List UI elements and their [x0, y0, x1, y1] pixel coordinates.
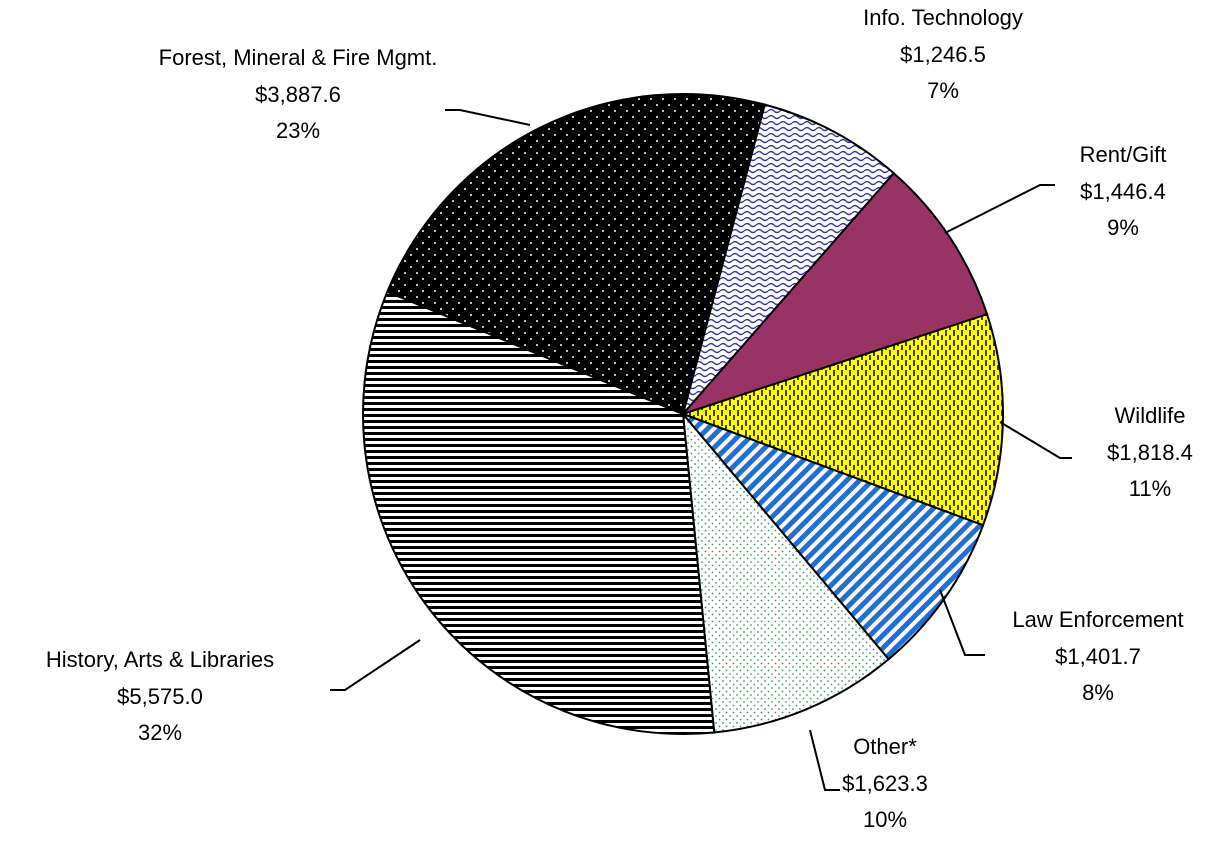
leader-line — [330, 639, 421, 691]
percent-label: 9% — [1107, 215, 1139, 240]
category-label: Forest, Mineral & Fire Mgmt. — [158, 45, 438, 70]
category-label: Rent/Gift — [1079, 142, 1167, 167]
pie-slice — [679, 312, 1004, 527]
slice-label: History, Arts & Libraries $5,575.0 32% — [46, 642, 274, 752]
leader-line — [809, 729, 840, 791]
category-label: Law Enforcement — [1012, 607, 1184, 632]
percent-label: 23% — [275, 118, 321, 143]
pie-slice — [682, 103, 896, 415]
pie-slice — [679, 171, 989, 417]
value-label: $1,446.4 — [1080, 178, 1166, 204]
leader-line — [944, 184, 1055, 234]
value-label: $1,623.3 — [842, 770, 928, 796]
slice-label: Info. Technology $1,246.5 7% — [863, 0, 1023, 110]
pie-slice — [679, 411, 985, 661]
percent-label: 8% — [1082, 680, 1114, 705]
percent-label: 10% — [862, 807, 908, 832]
leader-line — [445, 109, 531, 126]
category-label: History, Arts & Libraries — [45, 647, 275, 672]
value-label: $1,818.4 — [1107, 439, 1193, 465]
value-label: $5,575.0 — [117, 683, 203, 709]
value-label: $3,887.6 — [255, 81, 341, 107]
category-label: Wildlife — [1114, 403, 1186, 428]
percent-label: 11% — [1128, 476, 1172, 501]
value-label: $1,246.5 — [900, 41, 986, 67]
leader-line — [999, 421, 1072, 459]
slice-label: Wildlife $1,818.4 11% — [1107, 398, 1193, 508]
value-label: $1,401.7 — [1055, 643, 1141, 669]
slices — [362, 93, 1004, 735]
category-label: Other* — [853, 734, 917, 759]
slice-label: Law Enforcement $1,401.7 8% — [1012, 602, 1183, 712]
category-label: Info. Technology — [863, 5, 1023, 30]
slice-label: Rent/Gift $1,446.4 9% — [1080, 137, 1167, 247]
pie-slice — [681, 410, 890, 734]
percent-label: 7% — [927, 78, 959, 103]
slice-label: Forest, Mineral & Fire Mgmt. $3,887.6 23… — [148, 40, 448, 150]
leader-line — [939, 589, 985, 656]
percent-label: 32% — [137, 720, 183, 745]
slice-label: Other* $1,623.3 10% — [842, 729, 928, 839]
pie-slice — [385, 93, 766, 416]
pie-slice — [362, 290, 716, 735]
